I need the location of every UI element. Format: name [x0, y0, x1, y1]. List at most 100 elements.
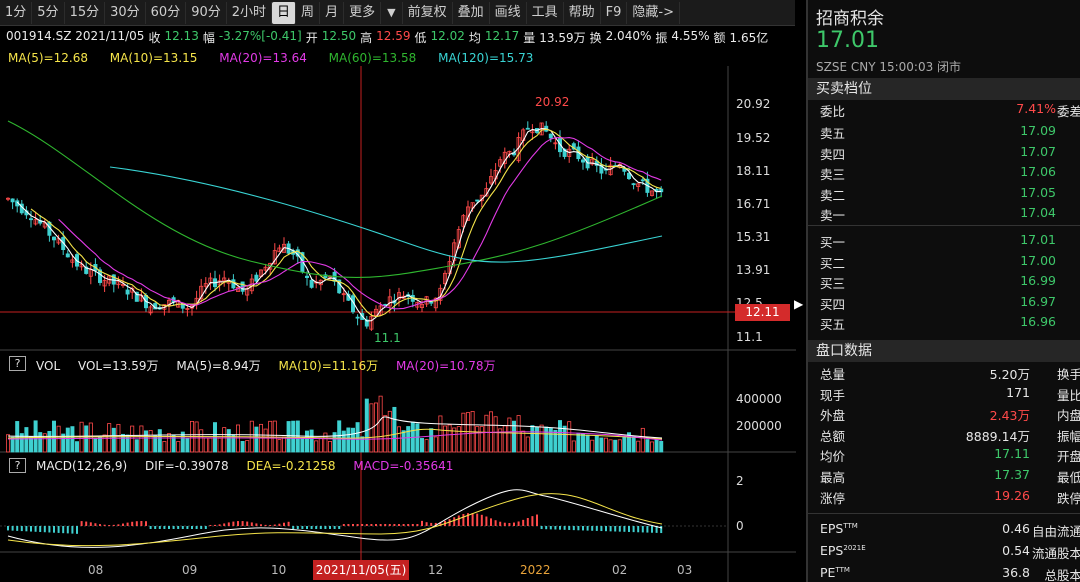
candle-body	[627, 172, 632, 179]
volume-bar	[539, 424, 544, 453]
candle-body	[461, 215, 466, 227]
volume-bar	[10, 436, 15, 453]
period-button-9[interactable]: 月	[320, 1, 345, 24]
candle-body	[548, 133, 553, 139]
period-button-15[interactable]: 工具	[527, 1, 564, 24]
volume-bar	[484, 414, 489, 453]
period-button-7[interactable]: 日	[272, 1, 297, 24]
period-button-18[interactable]: 隐藏->	[627, 1, 680, 24]
period-button-2[interactable]: 15分	[65, 1, 106, 24]
eps-row: EPS2021E 0.54 流通股本	[808, 543, 1080, 563]
eps-value: 0.54	[1002, 543, 1030, 558]
period-button-5[interactable]: 90分	[186, 1, 227, 24]
vol-axis-200000: 200000	[736, 419, 782, 433]
volume-bar	[153, 435, 158, 453]
candle-body	[203, 283, 208, 287]
volume-bar	[516, 415, 521, 453]
bid-row: 买一 17.01	[808, 232, 1080, 252]
candle-body	[364, 319, 369, 327]
eps-value: 0.46	[1002, 521, 1030, 536]
candle-body	[387, 296, 392, 307]
candle-body	[10, 198, 15, 203]
period-button-16[interactable]: 帮助	[564, 1, 601, 24]
collapse-panel-icon[interactable]: ▶	[794, 297, 804, 311]
vol-help-button[interactable]: ?	[9, 356, 26, 371]
candle-body	[396, 292, 401, 300]
volume-bar	[424, 439, 429, 453]
candle-body	[102, 279, 107, 287]
volume-bar	[645, 439, 650, 453]
period-button-6[interactable]: 2小时	[227, 1, 273, 24]
price-axis-label: 18.11	[736, 164, 771, 178]
candle-body	[488, 176, 493, 184]
low-value: 12.02	[430, 29, 465, 43]
ma120-value: MA(120)=15.73	[438, 51, 534, 65]
period-button-10[interactable]: 更多	[344, 1, 382, 24]
candle-body	[373, 308, 378, 316]
max-price-marker: 20.92	[535, 95, 569, 109]
volume-bar	[208, 437, 213, 453]
period-button-13[interactable]: 叠加	[453, 1, 490, 24]
volume-bar	[314, 440, 319, 453]
ask-row: 卖四 17.07	[808, 144, 1080, 164]
macd-help-button[interactable]: ?	[9, 458, 26, 473]
candle-body	[65, 253, 70, 258]
period-button-12[interactable]: 前复权	[403, 1, 453, 24]
stats-row-value: 8889.14万	[965, 428, 1030, 444]
volume-bar	[498, 428, 503, 453]
volume-bar	[93, 438, 98, 453]
ask-row-value: 17.06	[1020, 164, 1056, 179]
volume-bar	[185, 437, 190, 453]
candle-body	[33, 219, 38, 225]
amplitude-label: 振	[655, 31, 668, 45]
candle-body	[498, 159, 503, 167]
stats-row-suffix: 跌停	[1056, 490, 1080, 506]
volume-bar	[530, 425, 535, 453]
stats-row-label: 均价	[820, 449, 846, 465]
stats-row-label: 最高	[820, 470, 846, 485]
volume-bar	[254, 426, 259, 453]
volume-bar	[231, 434, 236, 453]
period-button-0[interactable]: 1分	[0, 1, 33, 24]
min-price-marker: 11.1	[374, 331, 401, 345]
volume-bar	[373, 402, 378, 453]
vol-ma5: MA(5)=8.94万	[176, 359, 261, 373]
bid-row-label: 买四	[820, 296, 846, 312]
volume-bar	[212, 422, 217, 453]
period-button-11[interactable]: ▼	[381, 1, 403, 24]
bid-row-label: 买二	[820, 255, 846, 271]
period-button-4[interactable]: 60分	[146, 1, 187, 24]
period-button-17[interactable]: F9	[601, 1, 628, 24]
macd-title: MACD(12,26,9)	[36, 459, 128, 473]
volume-bar	[337, 420, 342, 453]
stats-row-label: 涨停	[820, 490, 846, 506]
period-button-1[interactable]: 5分	[32, 1, 65, 24]
weibi-label: 委比	[820, 104, 846, 119]
kline-chart[interactable]: 20.92 11.1	[0, 66, 796, 582]
ma10-value: MA(10)=13.15	[109, 51, 198, 65]
volume-bar	[332, 432, 337, 453]
macd-axis-2: 2	[736, 474, 744, 488]
stats-row: 最高 17.37 最低	[808, 467, 1080, 487]
period-button-8[interactable]: 周	[296, 1, 321, 24]
period-button-14[interactable]: 画线	[490, 1, 527, 24]
volume-bar	[567, 421, 572, 453]
vol-title: VOL	[36, 359, 61, 373]
period-button-3[interactable]: 30分	[105, 1, 146, 24]
candle-body	[84, 266, 89, 274]
candle-body	[640, 179, 645, 182]
x-label-12: 12	[428, 563, 444, 577]
stats-row-suffix: 开盘	[1056, 449, 1080, 465]
close-value: 12.13	[164, 29, 199, 43]
candle-body	[277, 247, 282, 253]
volume-bar	[38, 432, 43, 453]
bid-row-label: 买一	[820, 235, 846, 250]
avg-label: 均	[468, 31, 481, 45]
volume-bar	[47, 430, 52, 453]
bid-row: 买四 16.97	[808, 294, 1080, 314]
volume-bar	[277, 439, 282, 453]
candle-body	[185, 308, 190, 310]
candle-body	[553, 142, 558, 145]
ask-row: 卖三 17.06	[808, 164, 1080, 184]
volume-bar	[24, 427, 29, 453]
